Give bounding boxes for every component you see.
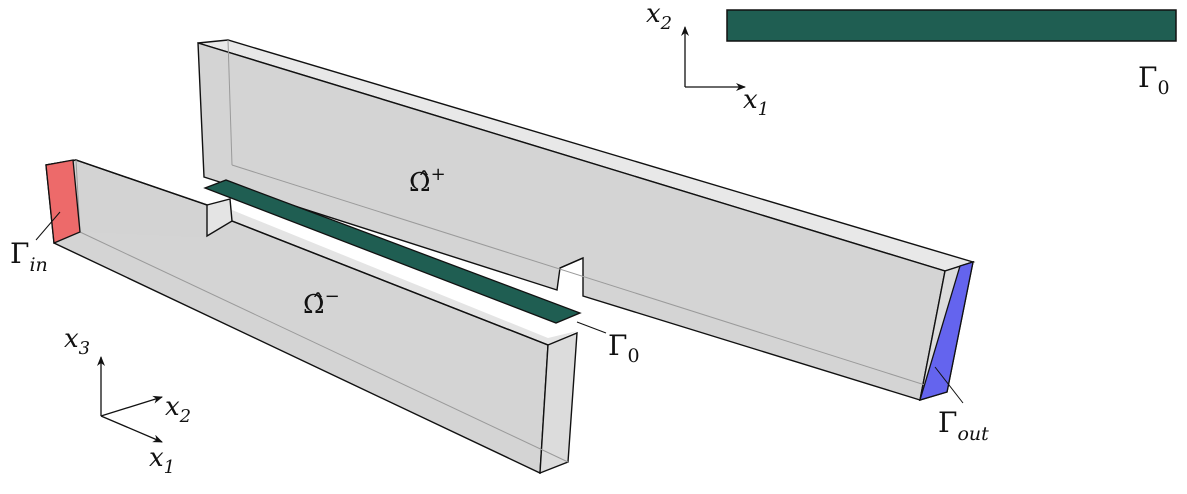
top-view: x2 x1 Γ0 bbox=[646, 0, 1177, 120]
bottom-x2-label: x2 bbox=[165, 392, 191, 427]
inlet-leader-line bbox=[35, 211, 61, 241]
top-x1-label: x1 bbox=[743, 85, 769, 120]
upper-domain-label: Ω̂+ bbox=[409, 164, 446, 198]
interface-plane bbox=[203, 179, 582, 324]
lower-domain bbox=[45, 159, 578, 475]
inlet-label: Γin bbox=[10, 237, 48, 276]
bottom-x3-label: x3 bbox=[64, 324, 90, 359]
outlet-face bbox=[919, 261, 974, 401]
top-gamma0-label: Γ0 bbox=[1138, 61, 1170, 99]
top-x2-label: x2 bbox=[646, 0, 672, 34]
interface-strip-top-view bbox=[726, 9, 1177, 42]
bottom-x2-axis-arrow bbox=[100, 395, 163, 417]
outlet-label: Γout bbox=[938, 406, 989, 445]
bottom-x1-label: x1 bbox=[149, 443, 175, 478]
bottom-axes: x3 x2 x1 bbox=[64, 324, 191, 478]
bottom-x1-axis-arrow bbox=[100, 415, 163, 443]
interface-label: Γ0 bbox=[608, 329, 640, 367]
interface-leader-line bbox=[576, 321, 607, 334]
outlet-leader-line bbox=[934, 366, 964, 404]
lower-domain-label: Ω̂− bbox=[303, 286, 340, 320]
inlet-face bbox=[45, 159, 81, 244]
